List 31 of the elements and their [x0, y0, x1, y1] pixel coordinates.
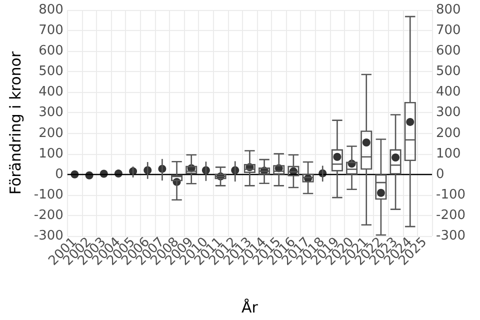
- y2-tick-label: 400: [436, 84, 461, 100]
- y-tick-label: -300: [34, 228, 64, 244]
- y2-tick-label: -100: [436, 187, 466, 202]
- y-tick-label: -200: [34, 208, 64, 223]
- y2-tick-label: 300: [436, 105, 461, 120]
- point: [376, 188, 385, 197]
- point: [406, 118, 414, 126]
- y2-tick-label: -300: [436, 228, 466, 244]
- point: [362, 138, 370, 147]
- y-tick-label: 700: [38, 23, 64, 38]
- y-tick-label: -100: [34, 187, 64, 202]
- y2-tick-label: 700: [436, 23, 461, 38]
- point: [333, 152, 342, 161]
- y-tick-label: 400: [38, 84, 64, 100]
- x-axis-title: År: [241, 298, 259, 316]
- y2-tick-label: -200: [436, 208, 466, 223]
- y2-tick-label: 600: [436, 44, 461, 59]
- y2-tick-label: 200: [436, 126, 461, 141]
- y-tick-label: 600: [38, 44, 64, 59]
- y-tick-label: 500: [38, 64, 64, 80]
- y-axis-title: Förändring i kronor: [6, 50, 24, 195]
- point: [392, 154, 400, 162]
- y2-tick-label: 100: [436, 146, 461, 162]
- y2-tick-label: 0: [436, 166, 444, 182]
- y-tick-label: 0: [55, 166, 64, 182]
- y-tick-label: 800: [38, 2, 64, 18]
- y2-tick-label: 500: [436, 64, 461, 80]
- y2-tick-label: 800: [436, 2, 461, 18]
- y-tick-label: 300: [38, 105, 64, 120]
- y-tick-label: 200: [38, 126, 64, 141]
- y-tick-label: 100: [38, 146, 64, 162]
